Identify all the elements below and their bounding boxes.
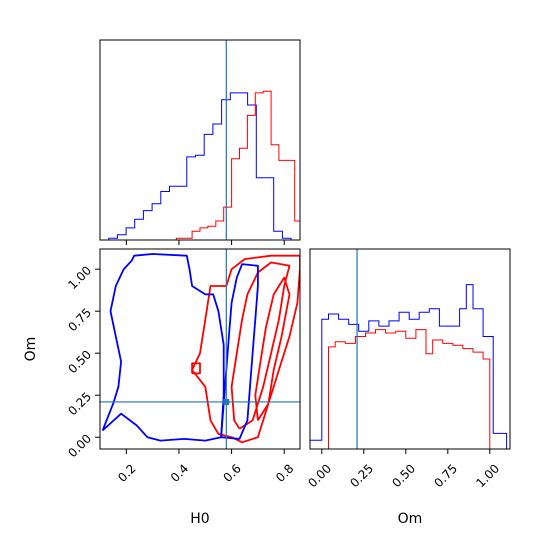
x-tick-label: 0.8 [273, 461, 296, 484]
x-tick-label: 0.50 [389, 461, 418, 490]
h0-histogram-x-ticks [125, 240, 285, 245]
contour-red-middle [230, 261, 291, 430]
y-tick-label: 0.50 [65, 347, 94, 376]
h0-histogram-blue [100, 92, 300, 240]
y-tick-label: 0.00 [65, 431, 94, 460]
om-histogram-blue [310, 284, 508, 449]
x-tick-label: 0.00 [305, 461, 334, 490]
h0-axis-ticks: 0.2 0.4 0.6 0.8 [115, 449, 297, 485]
contour-layer [100, 249, 300, 449]
y-tick-label: 0.25 [65, 389, 94, 418]
contour-red-outer [191, 254, 300, 444]
x-axis-label-om: Om [398, 511, 423, 527]
panel-h0-om-contour: 0.2 0.4 0.6 0.8 0.00 0.25 0.50 0.75 1.00 [65, 248, 301, 485]
x-tick-label: 0.2 [115, 461, 138, 484]
om-axis-ticks-bottom: 0.00 0.25 0.50 0.75 1.00 [305, 449, 502, 490]
truth-point-marker [223, 398, 230, 405]
y-tick-label: 0.75 [65, 305, 94, 334]
y-axis-label-om: Om [23, 337, 39, 362]
om-axis-ticks-left: 0.00 0.25 0.50 0.75 1.00 [65, 263, 100, 460]
x-tick-label: 1.00 [473, 461, 502, 490]
contour-blue-outer [101, 253, 225, 442]
contour-red-inner [254, 276, 291, 421]
panel-om-histogram-frame [309, 248, 511, 450]
x-tick-label: 0.4 [168, 461, 191, 484]
y-tick-label: 1.00 [65, 263, 94, 292]
contour-blue-inner [220, 263, 259, 440]
x-tick-label: 0.6 [221, 461, 244, 484]
x-axis-label-h0: H0 [190, 511, 209, 527]
panel-h0-histogram [99, 39, 301, 245]
h0-histogram-red [168, 90, 300, 240]
contour-red-island [191, 362, 201, 375]
panel-om-histogram: 0.00 0.25 0.50 0.75 1.00 [305, 248, 511, 490]
panel-h0-histogram-frame [99, 39, 301, 241]
om-histogram-red [321, 329, 491, 449]
x-tick-label: 0.25 [347, 461, 376, 490]
x-tick-label: 0.75 [431, 461, 460, 490]
panel-h0-om-contour-frame [99, 248, 301, 450]
